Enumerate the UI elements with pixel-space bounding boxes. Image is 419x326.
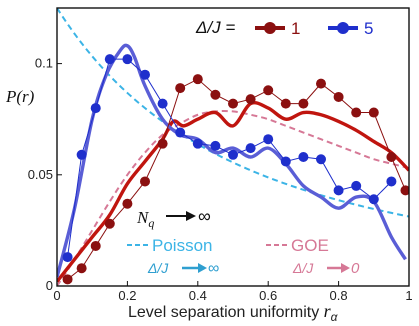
marker-j-1-18 <box>368 107 379 118</box>
curve-goe <box>57 109 409 286</box>
marker-j-1-17 <box>351 107 362 118</box>
plot-frame <box>56 7 410 287</box>
poisson-arrow-head <box>198 263 207 273</box>
legend-label-2: 5 <box>364 19 373 38</box>
nq-label: Nq <box>136 208 154 230</box>
marker-j-5-16 <box>333 185 344 196</box>
marker-j-1-0 <box>62 274 73 285</box>
x-tick-label-0: 0 <box>53 288 60 303</box>
marker-j-5-12 <box>263 134 274 145</box>
marker-j-5-11 <box>245 143 256 154</box>
marker-j-5-0 <box>62 252 73 263</box>
marker-j-1-2 <box>90 240 101 251</box>
marker-j-1-4 <box>122 198 133 209</box>
goe-sublabel-right: 0 <box>351 260 360 277</box>
poisson-sublabel-left: Δ/J <box>147 260 169 276</box>
series-layer <box>57 8 409 286</box>
marker-j-1-9 <box>210 89 221 100</box>
x-tick-label-5: 1 <box>405 288 412 303</box>
marker-j-5-13 <box>280 156 291 167</box>
marker-j-1-16 <box>333 91 344 102</box>
marker-j-5-10 <box>228 149 238 160</box>
marker-j-1-6 <box>157 138 168 149</box>
marker-j-1-10 <box>228 98 238 109</box>
marker-j-1-15 <box>316 78 326 89</box>
marker-j-5-15 <box>316 154 326 165</box>
annotations: Nq ∞ Poisson Δ/J ∞ GOE Δ/J 0 <box>127 206 360 277</box>
marker-j-1-1 <box>76 263 87 274</box>
x-axis-ticks: 0 0.2 0.4 0.6 0.8 1 <box>53 281 413 303</box>
marker-j-5-9 <box>210 140 221 151</box>
x-axis-label: Level separation uniformity rα <box>128 301 339 324</box>
marker-j-1-12 <box>263 85 274 96</box>
x-tick-label-3: 0.6 <box>259 288 277 303</box>
x-tick-label-1: 0.2 <box>118 288 136 303</box>
x-axis-label-symbol: r <box>324 301 332 321</box>
marker-j-1-19 <box>386 152 397 163</box>
y-tick-label-0: 0 <box>46 278 53 293</box>
marker-j-5-4 <box>122 54 133 65</box>
marker-j-5-17 <box>351 180 362 191</box>
legend-label-1: 1 <box>291 19 300 38</box>
marker-j-5-14 <box>298 152 309 163</box>
marker-j-5-5 <box>140 69 150 80</box>
marker-j-1-3 <box>104 218 115 229</box>
marker-j-5-3 <box>104 54 115 65</box>
goe-sublabel-left: Δ/J <box>292 260 314 276</box>
legend: Δ/J = 1 5 <box>195 18 373 38</box>
legend-marker-2 <box>337 22 349 34</box>
x-axis-label-text: Level separation uniformity <box>128 304 324 321</box>
x-tick-label-2: 0.4 <box>189 288 207 303</box>
poisson-sublabel-right: ∞ <box>208 260 219 277</box>
marker-j-1-14 <box>298 98 309 109</box>
marker-j-5-19 <box>386 176 397 187</box>
legend-title: Δ/J = <box>195 18 235 37</box>
marker-j-1-8 <box>192 74 203 85</box>
marker-j-5-1 <box>76 149 87 160</box>
y-axis-label: P(r) <box>5 87 35 106</box>
goe-label: GOE <box>291 236 329 255</box>
x-tick-label-4: 0.8 <box>330 288 348 303</box>
y-axis-ticks: 0 0.05 0.1 <box>28 56 62 293</box>
curve-j-1-nq <box>57 101 409 283</box>
marker-j-1-11 <box>245 94 256 105</box>
y-tick-label-2: 0.1 <box>35 56 53 71</box>
nq-infinity: ∞ <box>198 206 211 226</box>
marker-j-5-18 <box>368 194 379 205</box>
goe-arrow-head <box>341 263 350 273</box>
plot-layer <box>57 8 409 286</box>
y-tick-label-1: 0.05 <box>28 167 53 182</box>
curve-poisson <box>57 8 409 218</box>
marker-j-1-13 <box>280 98 291 109</box>
marker-j-5-6 <box>157 98 168 109</box>
marker-j-5-8 <box>192 138 203 149</box>
x-axis-label-subscript: α <box>331 310 339 324</box>
marker-j-1-20 <box>400 185 409 196</box>
marker-j-5-7 <box>175 127 186 138</box>
nq-arrow-head <box>186 211 196 221</box>
marker-j-1-5 <box>140 176 150 187</box>
legend-marker-1 <box>264 22 276 34</box>
marker-j-1-7 <box>175 83 186 94</box>
marker-j-5-2 <box>90 103 101 114</box>
poisson-label: Poisson <box>152 236 212 255</box>
